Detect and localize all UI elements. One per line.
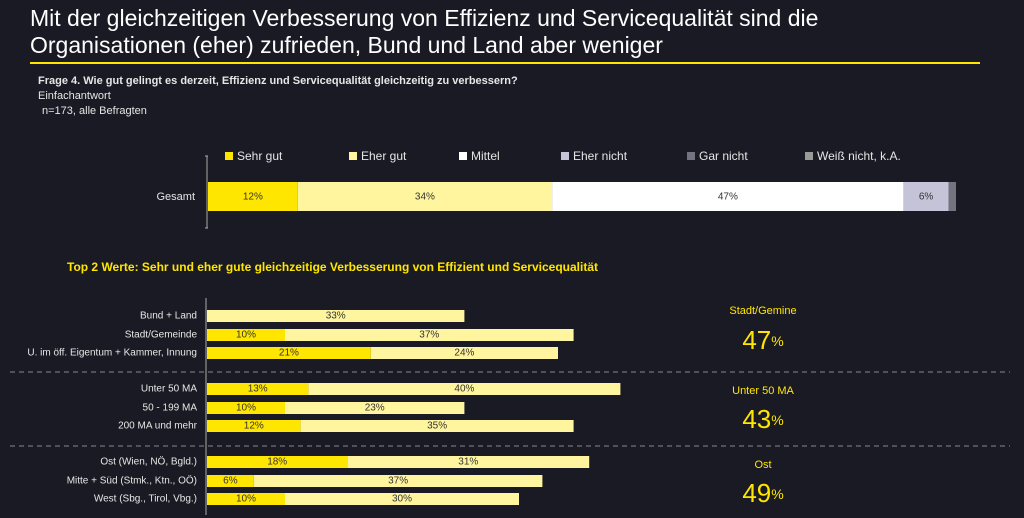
data-label: 23% [365, 403, 385, 414]
category-label: Ost (Wien, NÖ, Bgld.) [100, 456, 197, 468]
category-label: Bund + Land [140, 311, 197, 322]
legend-swatch [459, 152, 467, 160]
category-label: West (Sbg., Tirol, Vbg.) [94, 494, 197, 505]
data-label: 6% [919, 192, 934, 203]
bracket [205, 155, 208, 229]
legend-swatch [225, 152, 233, 160]
bar-segment [207, 493, 285, 505]
bar-segment [207, 402, 285, 414]
bar-segment [552, 182, 904, 211]
category-label: 50 - 199 MA [143, 403, 198, 414]
bar-segment [370, 347, 558, 359]
legend-label: Eher nicht [573, 149, 628, 163]
bar-segment [285, 493, 519, 505]
bar-segment [207, 475, 254, 487]
highlight-unit: % [771, 333, 783, 349]
data-label: 37% [419, 330, 439, 341]
legend-label: Weiß nicht, k.A. [817, 149, 901, 163]
highlight-value: 47% [742, 325, 783, 355]
bar-segment [285, 402, 465, 414]
data-label: 18% [267, 457, 287, 468]
highlight-label: Ost [754, 459, 771, 471]
highlight-value: 49% [742, 478, 783, 508]
legend-swatch [349, 152, 357, 160]
category-label: U. im öff. Eigentum + Kammer, Innung [27, 348, 197, 359]
chart-subtitle: Top 2 Werte: Sehr und eher gute gleichze… [67, 260, 598, 274]
highlight-number: 43 [742, 404, 771, 434]
sample: n=173, alle Befragten [42, 105, 147, 117]
data-label: 10% [236, 330, 256, 341]
data-label: 37% [388, 476, 408, 487]
data-label: 47% [718, 192, 738, 203]
data-label: 12% [243, 192, 263, 203]
bar-segment [208, 182, 298, 211]
bar-segment [207, 456, 348, 468]
bar-segment [347, 456, 590, 468]
highlight-label: Unter 50 MA [732, 385, 794, 397]
highlight-unit: % [771, 486, 783, 502]
category-label: Mitte + Süd (Stmk., Ktn., OÖ) [67, 475, 197, 487]
bar-segment [297, 182, 553, 211]
legend-swatch [561, 152, 569, 160]
bar-segment [207, 420, 301, 432]
bar-segment [300, 420, 574, 432]
data-label: 21% [279, 348, 299, 359]
highlight-unit: % [771, 412, 783, 428]
data-label: 40% [454, 384, 474, 395]
data-label: 30% [392, 494, 412, 505]
title: Organisationen (eher) zufrieden, Bund un… [30, 32, 663, 58]
highlight-number: 49 [742, 478, 771, 508]
legend-label: Sehr gut [237, 149, 283, 163]
category-label: Stadt/Gemeinde [125, 330, 198, 341]
bar-segment [903, 182, 949, 211]
legend-swatch [687, 152, 695, 160]
highlight-value: 43% [742, 404, 783, 434]
bar-segment [253, 475, 543, 487]
bar-segment [207, 310, 465, 322]
data-label: 31% [458, 457, 478, 468]
data-label: 33% [326, 311, 346, 322]
data-label: 35% [427, 421, 447, 432]
category-label: Gesamt [156, 191, 195, 203]
legend-swatch [805, 152, 813, 160]
bar-segment [948, 182, 956, 211]
answer-type: Einfachantwort [38, 90, 111, 102]
data-label: 10% [236, 494, 256, 505]
data-label: 12% [244, 421, 264, 432]
bar-segment [308, 383, 621, 395]
data-label: 10% [236, 403, 256, 414]
legend-label: Mittel [471, 149, 500, 163]
highlight-number: 47 [742, 325, 771, 355]
category-label: Unter 50 MA [141, 384, 197, 395]
data-label: 24% [454, 348, 474, 359]
title: Mit der gleichzeitigen Verbesserung von … [30, 5, 818, 31]
category-label: 200 MA und mehr [118, 421, 198, 432]
legend-label: Gar nicht [699, 149, 748, 163]
data-label: 13% [248, 384, 268, 395]
data-label: 6% [223, 476, 238, 487]
bar-segment [207, 347, 371, 359]
bar-segment [285, 329, 574, 341]
bar-segment [207, 329, 285, 341]
data-label: 34% [415, 192, 435, 203]
question: Frage 4. Wie gut gelingt es derzeit, Eff… [38, 75, 518, 87]
legend-label: Eher gut [361, 149, 407, 163]
bar-segment [207, 383, 309, 395]
highlight-label: Stadt/Gemine [729, 305, 796, 317]
